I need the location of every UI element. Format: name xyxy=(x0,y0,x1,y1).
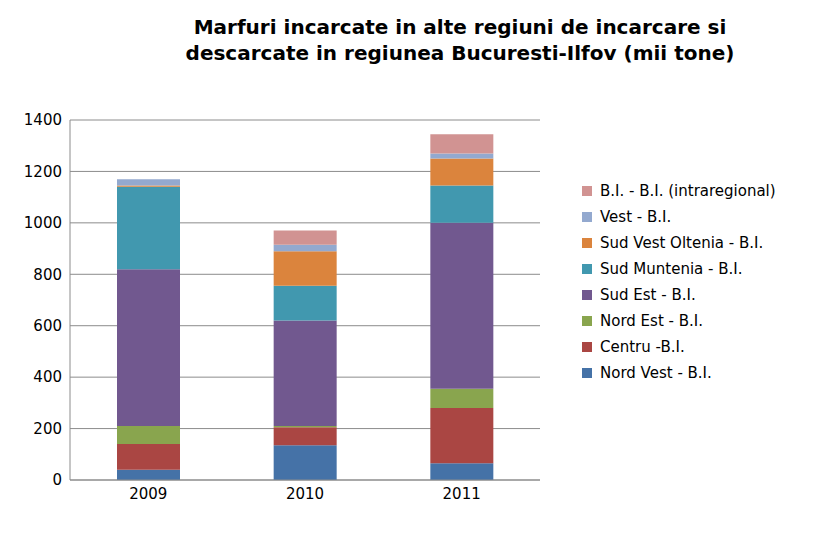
html-text:Sud Muntenia - B.I.: Sud Muntenia - B.I. xyxy=(600,260,743,278)
html-text:Marfuri incarcate in alte regi: Marfuri incarcate in alte regiuni de inc… xyxy=(185,15,735,65)
svg-text:400: 400 xyxy=(33,368,62,386)
html-text:Sud Est - B.I.: Sud Est - B.I. xyxy=(600,286,696,304)
svg-text:200: 200 xyxy=(33,420,62,438)
html-text:Sud Vest Oltenia - B.I.: Sud Vest Oltenia - B.I. xyxy=(600,234,764,252)
html-text:Nord Vest - B.I.: Nord Vest - B.I. xyxy=(600,364,712,382)
svg-text:800: 800 xyxy=(33,266,62,284)
html-text:B.I. - B.I. (intraregional): B.I. - B.I. (intraregional) xyxy=(600,182,776,200)
svg-text:2010: 2010 xyxy=(286,485,324,503)
html-text:Vest - B.I.: Vest - B.I. xyxy=(600,208,672,226)
svg-text:0: 0 xyxy=(52,471,62,489)
svg-text:1200: 1200 xyxy=(24,163,62,181)
svg-text:1000: 1000 xyxy=(24,214,62,232)
svg-text:1400: 1400 xyxy=(24,111,62,129)
svg-text:2009: 2009 xyxy=(129,485,167,503)
svg-text:600: 600 xyxy=(33,317,62,335)
html-text:Centru -B.I.: Centru -B.I. xyxy=(600,338,685,356)
html-text:Nord Est - B.I.: Nord Est - B.I. xyxy=(600,312,703,330)
svg-text:2011: 2011 xyxy=(443,485,481,503)
